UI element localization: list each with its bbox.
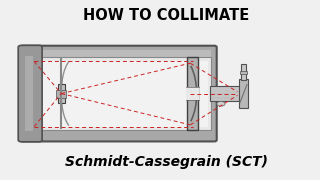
Bar [58, 84, 65, 103]
Bar [241, 64, 246, 80]
Bar [25, 56, 33, 131]
Bar [187, 57, 198, 130]
Bar [187, 87, 199, 100]
Bar [210, 86, 241, 101]
FancyBboxPatch shape [18, 45, 42, 142]
Text: HOW TO COLLIMATE: HOW TO COLLIMATE [83, 8, 250, 23]
Bar [239, 79, 248, 108]
Bar [34, 60, 208, 127]
Bar [240, 71, 247, 74]
Bar [26, 50, 211, 70]
Circle shape [217, 102, 225, 106]
FancyBboxPatch shape [20, 46, 217, 141]
Bar [31, 57, 211, 130]
Bar [56, 90, 66, 98]
Text: Schmidt-Cassegrain (SCT): Schmidt-Cassegrain (SCT) [65, 155, 268, 169]
